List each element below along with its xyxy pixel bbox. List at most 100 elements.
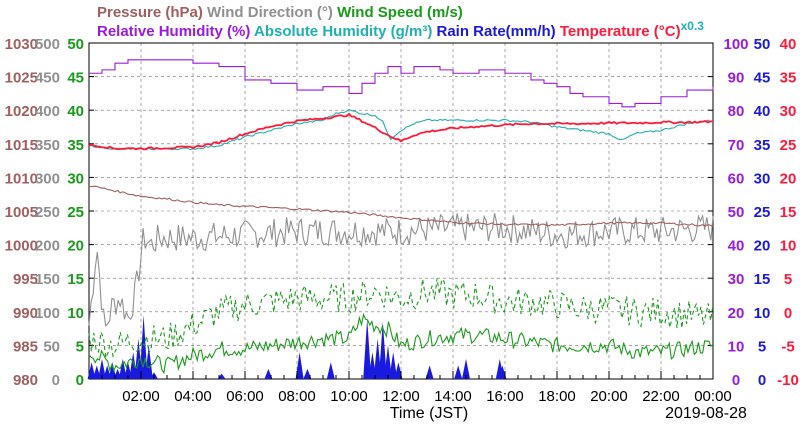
pressure-tick-label: 995 <box>13 271 38 288</box>
x-tick-label: 12:00 <box>382 388 420 405</box>
right-axes: 0 10 20 30 40 50 60 70 80 90 100 0 5 10 15 20 25 30 35 40 45… <box>708 36 799 389</box>
x-tick-label: 18:00 <box>538 388 576 405</box>
rain_rate-tick-label: 5 <box>758 338 766 355</box>
humidity-tick-label: 40 <box>728 238 745 255</box>
x-tick-label: 02:00 <box>122 388 160 405</box>
humidity-tick-label: 70 <box>728 137 745 154</box>
temperature-tick-label: 40 <box>780 36 797 53</box>
pressure-tick-label: 985 <box>13 338 38 355</box>
rain_rate-tick-label: 50 <box>754 36 771 53</box>
humidity-tick-label: 90 <box>728 70 745 87</box>
rain_rate-tick-label: 15 <box>754 271 771 288</box>
series-wind-speed-gust-m-s <box>88 278 714 360</box>
x-tick-label: 10:00 <box>330 388 368 405</box>
rain-bar <box>217 373 226 379</box>
humidity-tick-label: 60 <box>728 170 745 187</box>
rain_rate-tick-label: 45 <box>754 70 771 87</box>
series-relative-humidity <box>89 59 714 108</box>
temperature-tick-label: 25 <box>780 137 797 154</box>
x-tick-label: 16:00 <box>486 388 524 405</box>
series-wind-direction <box>88 213 714 327</box>
temperature-tick-label: -10 <box>777 372 799 389</box>
legend-row-2-item-4: x0.3 <box>681 19 705 33</box>
x-axis: 02:00 04:00 06:00 08:00 10:00 12:00 14:00 16:00… <box>101 371 732 405</box>
temperature-tick-label: 35 <box>780 70 797 87</box>
wind_direction-tick-label: 350 <box>35 137 60 154</box>
pressure-tick-label: 1000 <box>5 238 38 255</box>
humidity-tick-label: 10 <box>728 338 745 355</box>
rain-bar <box>108 362 117 379</box>
rain_rate-tick-label: 20 <box>754 238 771 255</box>
humidity-tick-label: 20 <box>728 305 745 322</box>
rain-bar <box>389 352 398 379</box>
x-tick-label: 06:00 <box>226 388 264 405</box>
rain-bar <box>303 368 312 379</box>
wind_speed-tick-label: 15 <box>67 271 84 288</box>
wind_speed-tick-label: 5 <box>76 338 84 355</box>
wind_speed-tick-label: 20 <box>67 238 84 255</box>
rain-bar <box>144 345 153 379</box>
x-axis-label: Time (JST) <box>390 405 469 422</box>
rain_rate-tick-label: 40 <box>754 103 771 120</box>
rain-bar <box>394 362 403 379</box>
rain-bar <box>118 358 127 379</box>
wind_direction-tick-label: 500 <box>35 36 60 53</box>
humidity-tick-label: 50 <box>728 204 745 221</box>
data-series <box>87 59 714 379</box>
temperature-tick-label: 30 <box>780 103 797 120</box>
pressure-tick-label: 980 <box>13 372 38 389</box>
pressure-tick-label: 990 <box>13 305 38 322</box>
left-axes: 9809859909951000100510101015102010251030… <box>5 36 94 389</box>
rain-bar <box>103 365 112 379</box>
temperature-tick-label: 0 <box>784 305 792 322</box>
wind_direction-tick-label: 50 <box>43 338 60 355</box>
pressure-tick-label: 1005 <box>5 204 38 221</box>
x-tick-label: 20:00 <box>590 388 628 405</box>
wind_speed-tick-label: 40 <box>67 103 84 120</box>
rain-bar <box>264 368 273 379</box>
legend-row-2-item-3: Temperature (°C) <box>556 23 681 40</box>
humidity-tick-label: 30 <box>728 271 745 288</box>
humidity-tick-label: 100 <box>723 36 748 53</box>
wind_direction-tick-label: 400 <box>35 103 60 120</box>
rain_rate-tick-label: 0 <box>758 372 766 389</box>
humidity-tick-label: 80 <box>728 103 745 120</box>
rain_rate-tick-label: 30 <box>754 170 771 187</box>
wind_speed-tick-label: 45 <box>67 70 84 87</box>
date-label: 2019-08-28 <box>665 405 747 422</box>
wind_direction-tick-label: 250 <box>35 204 60 221</box>
gridlines <box>89 43 713 379</box>
rain-bar <box>378 321 387 379</box>
rain-bar <box>326 362 335 379</box>
x-tick-label: 22:00 <box>642 388 680 405</box>
temperature-tick-label: 20 <box>780 170 797 187</box>
chart-title-legend: Pressure (hPa) Wind Direction (°) Wind S… <box>97 4 704 40</box>
temperature-tick-label: 10 <box>780 238 797 255</box>
x-tick-label: 08:00 <box>278 388 316 405</box>
legend-row-2-item-2: Rain Rate(mm/h) <box>432 23 555 40</box>
wind_speed-tick-label: 30 <box>67 170 84 187</box>
rain-bar <box>462 358 470 379</box>
wind_speed-tick-label: 10 <box>67 305 84 322</box>
series-temperature-c <box>88 112 714 151</box>
temperature-tick-label: 15 <box>780 204 797 221</box>
temperature-tick-label: 5 <box>784 271 792 288</box>
rain-bar <box>498 365 507 379</box>
rain_rate-tick-label: 35 <box>754 137 771 154</box>
rain-bar <box>363 318 372 379</box>
x-tick-label: 04:00 <box>174 388 212 405</box>
rain_rate-tick-label: 10 <box>754 305 771 322</box>
wind_speed-tick-label: 25 <box>67 204 84 221</box>
legend-row-1: Pressure (hPa) Wind Direction (°) Wind S… <box>97 4 463 21</box>
wind_speed-tick-label: 0 <box>76 372 84 389</box>
rain-bar <box>87 362 96 379</box>
rain-bar <box>454 365 463 379</box>
legend-row-1-item-1: Wind Direction (°) <box>203 4 333 21</box>
x-tick-label: 14:00 <box>434 388 472 405</box>
series-wind-speed-m-s <box>88 312 714 375</box>
pressure-tick-label: 1015 <box>5 137 38 154</box>
wind_direction-tick-label: 450 <box>35 70 60 87</box>
legend-row-1-item-2: Wind Speed (m/s) <box>333 4 463 21</box>
legend-row-2-item-1: Absolute Humidity (g/m³) <box>250 23 432 40</box>
